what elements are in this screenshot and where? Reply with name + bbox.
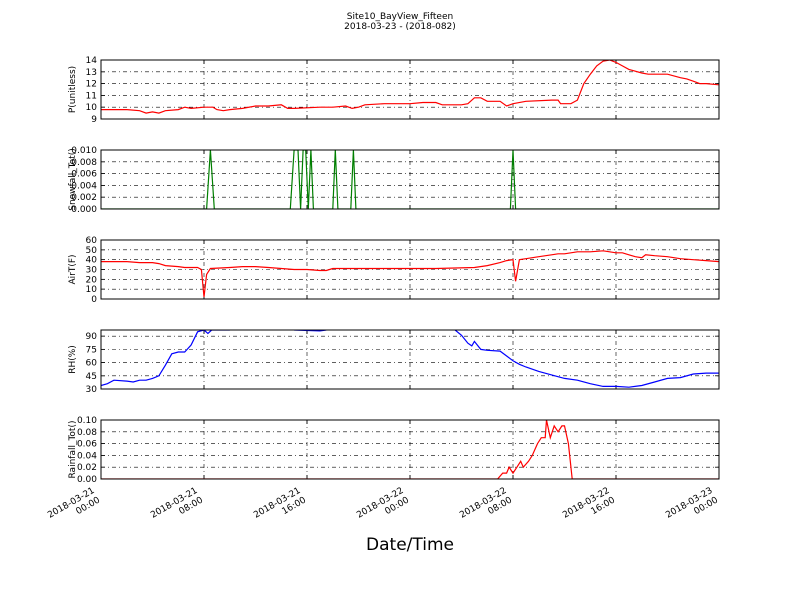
y-tick-label: 0.08 (77, 428, 97, 438)
y-tick-label: 0.010 (71, 146, 97, 156)
axes-frame (100, 149, 720, 210)
y-tick-label: 30 (86, 385, 98, 395)
axes-frame (100, 419, 720, 480)
y-tick-label: 30 (86, 266, 98, 276)
x-tick-label: 2018-03-2208:00 (458, 486, 514, 530)
y-tick-label: 0.006 (71, 170, 97, 180)
y-axis-label: Rainfall_Tot() (68, 421, 78, 479)
y-tick-label: 13 (86, 68, 97, 78)
y-tick-label: 11 (86, 91, 97, 101)
series-line (101, 420, 719, 479)
y-tick-label: 0.00 (77, 475, 97, 485)
y-tick-label: 0.10 (77, 416, 97, 426)
y-tick-label: 40 (86, 256, 98, 266)
y-tick-label: 45 (86, 372, 97, 382)
y-tick-label: 9 (91, 115, 97, 125)
y-tick-label: 0.02 (77, 463, 97, 473)
y-tick-label: 14 (86, 56, 98, 66)
y-tick-label: 75 (86, 345, 97, 355)
y-tick-label: 0.000 (71, 205, 97, 215)
y-tick-label: 0.008 (71, 158, 97, 168)
y-tick-label: 12 (86, 80, 97, 90)
y-tick-label: 60 (86, 359, 98, 369)
y-tick-label: 0.04 (77, 451, 97, 461)
y-tick-label: 50 (86, 246, 98, 256)
y-axis-label: RH(%) (68, 345, 78, 374)
y-tick-label: 0 (91, 295, 97, 305)
y-tick-label: 0.002 (71, 193, 97, 203)
x-tick-label: 2018-03-2108:00 (149, 486, 205, 530)
axes-frame (100, 329, 720, 390)
x-tick-labels: 2018-03-2100:00 2018-03-2108:00 2018-03-21… (46, 486, 720, 530)
panels-layer: 91011121314P(unitless)0.0000.0020.0040.0… (68, 56, 720, 485)
x-tick-label: 2018-03-2100:00 (46, 486, 102, 530)
y-tick-label: 10 (86, 285, 98, 295)
y-tick-label: 0.004 (71, 181, 97, 191)
y-tick-label: 0.06 (77, 440, 97, 450)
series-line (101, 250, 719, 298)
series-line (101, 330, 719, 388)
axes-frame (100, 239, 720, 300)
y-tick-label: 90 (86, 332, 98, 342)
panel-4: 30 45 60 75 90 RH(%) (68, 329, 720, 395)
chart-subtitle: 2018-03-23 - (2018-082) (344, 22, 456, 32)
x-tick-label: 2018-03-2216:00 (561, 486, 617, 530)
y-tick-label: 20 (86, 275, 98, 285)
x-axis-label: Date/Time (366, 535, 454, 555)
y-axis-label: AirT(F) (68, 254, 78, 284)
x-tick-label: 2018-03-2116:00 (252, 486, 308, 530)
y-tick-label: 10 (86, 103, 98, 113)
y-tick-label: 60 (86, 236, 98, 246)
y-axis-label: P(unitless) (68, 66, 78, 113)
axes-frame (100, 59, 720, 120)
chart-title: Site10_BayView_Fifteen (347, 12, 453, 22)
y-axis-label: Snowfall_Tot() (68, 148, 78, 211)
series-line (101, 60, 719, 114)
x-tick-label: 2018-03-2300:00 (664, 486, 720, 530)
x-tick-label: 2018-03-2200:00 (355, 486, 411, 530)
